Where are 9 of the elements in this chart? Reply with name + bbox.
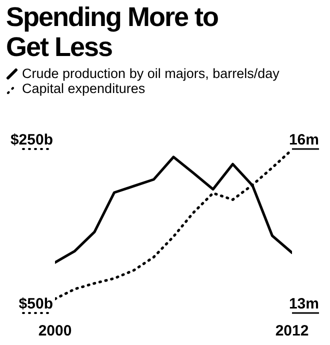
legend-label: Crude production by oil majors, barrels/day: [21, 66, 280, 81]
y-tick-label: $50b: [18, 295, 53, 312]
y-tick-label: $250b: [10, 131, 53, 148]
y2-tick-label: 13m: [288, 295, 319, 312]
x-tick-label: 2000: [38, 322, 72, 340]
legend-label: Capital expenditures: [21, 81, 146, 96]
y2-tick-label: 16m: [288, 131, 319, 148]
chart-title: Spending More to Get Less: [6, 2, 219, 62]
x-tick-label: 2012: [275, 322, 309, 340]
